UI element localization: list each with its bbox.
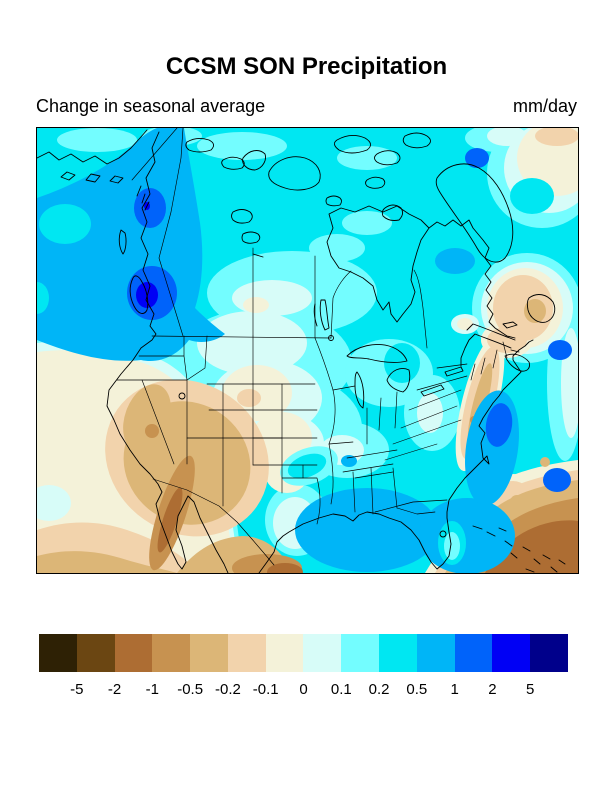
- colorbar-tick-label: -0.5: [177, 681, 204, 698]
- colorbar-swatch: [190, 634, 228, 672]
- chart-subtitle: Change in seasonal average: [36, 96, 266, 116]
- colorbar-tick-label: -0.2: [214, 681, 241, 698]
- colorbar-swatch: [114, 634, 153, 672]
- precipitation-map: [36, 127, 579, 574]
- colorbar-swatch: [303, 634, 342, 672]
- colorbar-swatch: [341, 634, 380, 672]
- coastlines: [37, 129, 566, 573]
- colorbar-swatch: [227, 634, 266, 672]
- colorbar-swatch: [76, 634, 115, 672]
- colorbar-swatch: [379, 634, 417, 672]
- colorbar-tick-label: -0.1: [252, 681, 279, 698]
- colorbar-tick-label: -5: [70, 681, 84, 698]
- colorbar-tick-label: 5: [526, 681, 535, 698]
- colorbar-tick-label: 0: [299, 681, 308, 698]
- contour-band-blues: [37, 128, 572, 573]
- colorbar-swatch: [454, 634, 493, 672]
- colorbar-tick-label: 0.2: [368, 681, 390, 698]
- colorbar-tick-label: 1: [450, 681, 459, 698]
- colorbar-tick-label: -2: [107, 681, 122, 698]
- colorbar-swatch: [530, 634, 568, 672]
- subtitle-row: Change in seasonal average mm/day: [36, 96, 577, 117]
- colorbar-swatch: [39, 634, 77, 672]
- colorbar-tick-label: -1: [145, 681, 160, 698]
- colorbar-swatch: [492, 634, 531, 672]
- colorbar-swatch: [265, 634, 304, 672]
- map-canvas: [37, 128, 578, 573]
- colorbar-tick-label: 2: [488, 681, 497, 698]
- contour-pockets: [37, 178, 554, 565]
- contour-band-sienna: [157, 487, 578, 573]
- colorbar-tick-label: 0.1: [330, 681, 352, 698]
- colorbar-swatch: [152, 634, 191, 672]
- page-title: CCSM SON Precipitation: [165, 53, 448, 80]
- state-borders: [116, 128, 508, 566]
- colorbar-swatches: [39, 634, 568, 672]
- colorbar-swatch: [416, 634, 455, 672]
- units-label: mm/day: [512, 96, 577, 116]
- colorbar-tick-label: 0.5: [406, 681, 428, 698]
- colorbar-tick-labels: -5 -2 -1 -0.5 -0.2 -0.1 0 0.1 0.2 0.5 1 2 5: [39, 681, 568, 699]
